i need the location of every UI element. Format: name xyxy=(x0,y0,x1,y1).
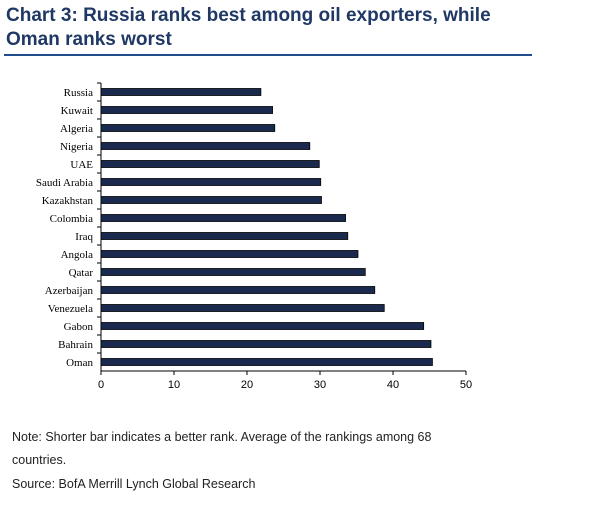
bar-chart: Russia Kuwait Algeria Nigeria UAE Saudi Arabi… xyxy=(36,82,472,391)
bar-uae xyxy=(100,160,320,168)
title-divider xyxy=(4,54,532,56)
category-label: Azerbaijan xyxy=(45,285,94,297)
category-label: Iraq xyxy=(75,231,93,243)
bar-russia xyxy=(100,88,262,96)
category-label: Nigeria xyxy=(60,141,93,153)
category-label: Kuwait xyxy=(61,105,93,117)
bar-gabon xyxy=(100,322,425,330)
bar-kuwait xyxy=(100,106,273,114)
bar-nigeria xyxy=(100,142,311,150)
category-label: Angola xyxy=(61,249,94,261)
bar-angola xyxy=(100,250,359,258)
bar-kazakhstan xyxy=(100,196,322,204)
x-tick-label: 20 xyxy=(241,379,253,391)
category-label: Algeria xyxy=(60,123,93,135)
category-label: Oman xyxy=(66,357,93,369)
bar-azerbaijan xyxy=(100,286,376,294)
category-label: Saudi Arabia xyxy=(36,177,93,189)
bar-colombia xyxy=(100,214,346,222)
bar-bahrain xyxy=(100,340,432,348)
x-tick-label: 30 xyxy=(314,379,326,391)
note-line-1: Note: Shorter bar indicates a better ran… xyxy=(12,430,432,444)
category-label: Russia xyxy=(64,87,93,99)
category-label: Gabon xyxy=(64,321,94,333)
x-tick-label: 40 xyxy=(387,379,399,391)
bar-iraq xyxy=(100,232,349,240)
bar-oman xyxy=(100,358,433,366)
bar-algeria xyxy=(100,124,276,132)
bar-qatar xyxy=(100,268,366,276)
category-label: Qatar xyxy=(69,267,94,279)
category-label: UAE xyxy=(70,159,93,171)
category-label: Kazakhstan xyxy=(42,195,94,207)
chart-title: Chart 3: Russia ranks best among oil exp… xyxy=(6,5,491,50)
category-label: Venezuela xyxy=(48,303,93,315)
note-line-2: countries. xyxy=(12,453,67,467)
x-tick-label: 10 xyxy=(168,379,180,391)
source-note: Source: BofA Merrill Lynch Global Resear… xyxy=(12,477,256,491)
x-tick-label: 0 xyxy=(98,379,104,391)
bar-venezuela xyxy=(100,304,385,312)
x-tick-label: 50 xyxy=(460,379,472,391)
bar-saudi-arabia xyxy=(100,178,322,186)
category-label: Bahrain xyxy=(58,339,93,351)
category-label: Colombia xyxy=(50,213,94,225)
